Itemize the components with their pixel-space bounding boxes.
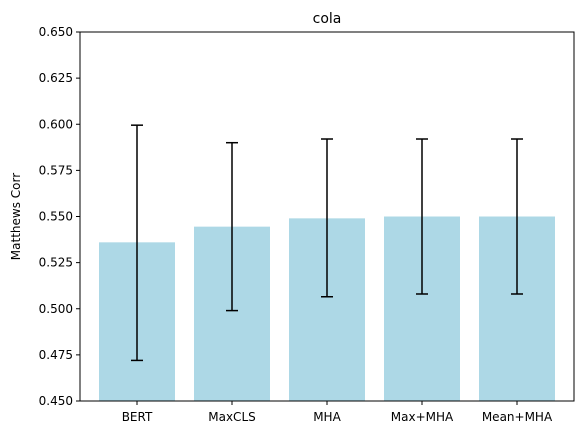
y-tick-label: 0.525 (39, 256, 73, 270)
y-tick-label: 0.550 (39, 210, 73, 224)
error-bar-max-mha (416, 138, 428, 295)
error-bars-layer (131, 124, 523, 362)
x-tick-label: Mean+MHA (482, 410, 553, 424)
y-tick-label: 0.475 (39, 348, 73, 362)
y-tick-label: 0.625 (39, 71, 73, 85)
y-tick-label: 0.650 (39, 25, 73, 39)
error-bar-mha (321, 138, 333, 298)
error-bar-mean-mha (511, 138, 523, 295)
error-bar-maxcls (226, 141, 238, 312)
x-tick-label: Max+MHA (391, 410, 454, 424)
y-tick-label: 0.600 (39, 117, 73, 131)
y-tick-label: 0.500 (39, 302, 73, 316)
x-tick-label: BERT (122, 410, 153, 424)
chart-title: cola (313, 11, 342, 27)
y-tick-label: 0.575 (39, 163, 73, 177)
x-tick-label: MHA (313, 410, 341, 424)
x-axis: BERT MaxCLS MHA Max+MHA Mean+MHA (122, 401, 553, 424)
y-tick-label: 0.450 (39, 394, 73, 408)
y-axis-label: Matthews Corr (9, 173, 23, 260)
error-bar-bert (131, 124, 143, 362)
y-axis: 0.450 0.475 0.500 0.525 0.550 0.575 0.600 0.625… (39, 25, 80, 408)
x-tick-label: MaxCLS (208, 410, 256, 424)
